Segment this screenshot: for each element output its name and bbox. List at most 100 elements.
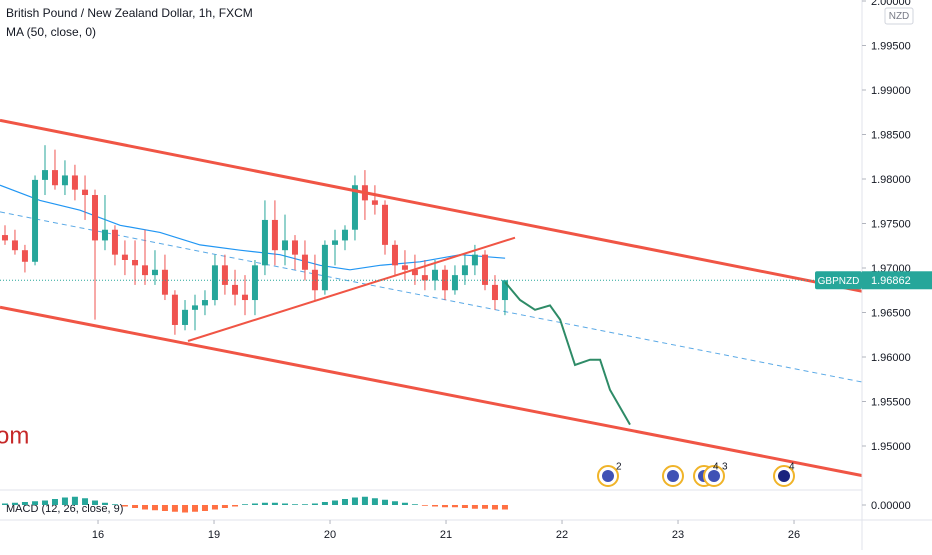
candle-body [32, 179, 39, 262]
candle-body [92, 195, 98, 241]
macd-bar [132, 505, 139, 508]
event-flag [708, 470, 720, 482]
macd-bar [221, 505, 228, 508]
symbol-badge [815, 271, 862, 290]
candle-body [371, 200, 378, 205]
event-icons: 2 4 3 4 [597, 462, 795, 487]
macd-bar [371, 498, 378, 505]
event-count: 3 [722, 462, 728, 473]
candle-body [101, 229, 108, 241]
candle-body [421, 275, 428, 281]
macd-bar [211, 505, 218, 510]
candle-body [232, 284, 239, 295]
macd-bar [111, 504, 118, 505]
candle-body [132, 259, 139, 266]
macd-bar [192, 505, 198, 512]
macd-bar [151, 505, 158, 511]
y-tick-label: 1.98500 [871, 129, 911, 141]
macd-bar [482, 505, 488, 509]
candle-body [211, 265, 218, 301]
y-tick-label: 1.99000 [871, 85, 911, 97]
macd-bar [161, 505, 168, 511]
candle-body [391, 244, 398, 266]
candle-body [192, 305, 198, 310]
macd-bar [71, 496, 78, 505]
x-tick-label: 16 [92, 529, 104, 541]
candle-body [42, 170, 49, 180]
macd-bar [401, 502, 408, 505]
x-tick-label: 21 [440, 529, 452, 541]
candle-body [182, 309, 189, 325]
y-tick-label: 1.99500 [871, 40, 911, 52]
macd-bar [501, 505, 508, 510]
macd-bar [321, 502, 328, 505]
macd-bar [1, 503, 8, 505]
candle-body [261, 219, 268, 266]
macd-bar [92, 500, 98, 505]
event-count: 2 [616, 462, 622, 473]
candle-body [501, 280, 508, 301]
candle-body [1, 235, 8, 241]
macd-bar [142, 505, 148, 510]
trend-line [0, 118, 862, 293]
macd-bar [11, 502, 18, 505]
candle-body [251, 265, 258, 301]
candle-body [332, 240, 339, 245]
candle-body [461, 265, 468, 276]
candle-body [71, 175, 78, 190]
macd-bar [391, 501, 398, 505]
y-tick-label: 1.95500 [871, 396, 911, 408]
macd-bar [242, 504, 248, 505]
macd-bar [351, 497, 358, 505]
macd-bar [311, 503, 318, 505]
candle-body [311, 269, 318, 291]
macd-bar [282, 503, 289, 505]
event-flag [667, 470, 679, 482]
candle-body [121, 254, 128, 260]
macd-bar [82, 498, 89, 505]
candle-body [61, 175, 68, 186]
macd-bar [271, 502, 278, 505]
event-count: 4 [713, 462, 719, 473]
event-count: 4 [789, 462, 795, 473]
macd-bar [301, 504, 308, 505]
macd-bar [182, 505, 189, 513]
macd-bar [261, 502, 268, 505]
macd-bar [341, 499, 348, 505]
y-tick-label: 1.96000 [871, 352, 911, 364]
candle-body [221, 265, 228, 285]
candle-body [321, 244, 328, 291]
candle-body [161, 269, 168, 295]
macd-bar [491, 505, 498, 510]
macd-tick-label: 0.00000 [871, 500, 911, 512]
trend-line [504, 281, 631, 426]
candle-body [82, 189, 89, 196]
x-tick-label: 22 [556, 529, 568, 541]
currency-badge[interactable] [884, 7, 914, 25]
candle-body [382, 204, 388, 245]
macd-bar [421, 505, 428, 506]
macd-bar [451, 505, 458, 508]
macd-bar [32, 501, 39, 505]
event-flag [602, 470, 614, 482]
candle-body [111, 229, 118, 255]
macd-bar [201, 505, 208, 511]
macd-bar [441, 505, 448, 508]
currency-label: NZD [889, 11, 910, 22]
macd-bar [411, 504, 418, 505]
macd-bar [121, 505, 128, 507]
trend-line [187, 236, 516, 342]
symbol-label: GBPNZD [818, 276, 860, 287]
event-flag [778, 470, 790, 482]
candle-body [471, 254, 478, 266]
watermark: om [0, 422, 29, 449]
x-tick-label: 26 [788, 529, 800, 541]
chart-title: British Pound / New Zealand Dollar, 1h, … [6, 6, 253, 20]
macd-bar [51, 499, 58, 505]
macd-label: MACD (12, 26, close, 9) [6, 503, 123, 515]
price-badge [862, 271, 932, 290]
macd-bar [382, 499, 388, 505]
candle-body [242, 294, 248, 301]
candle-body [282, 240, 289, 251]
